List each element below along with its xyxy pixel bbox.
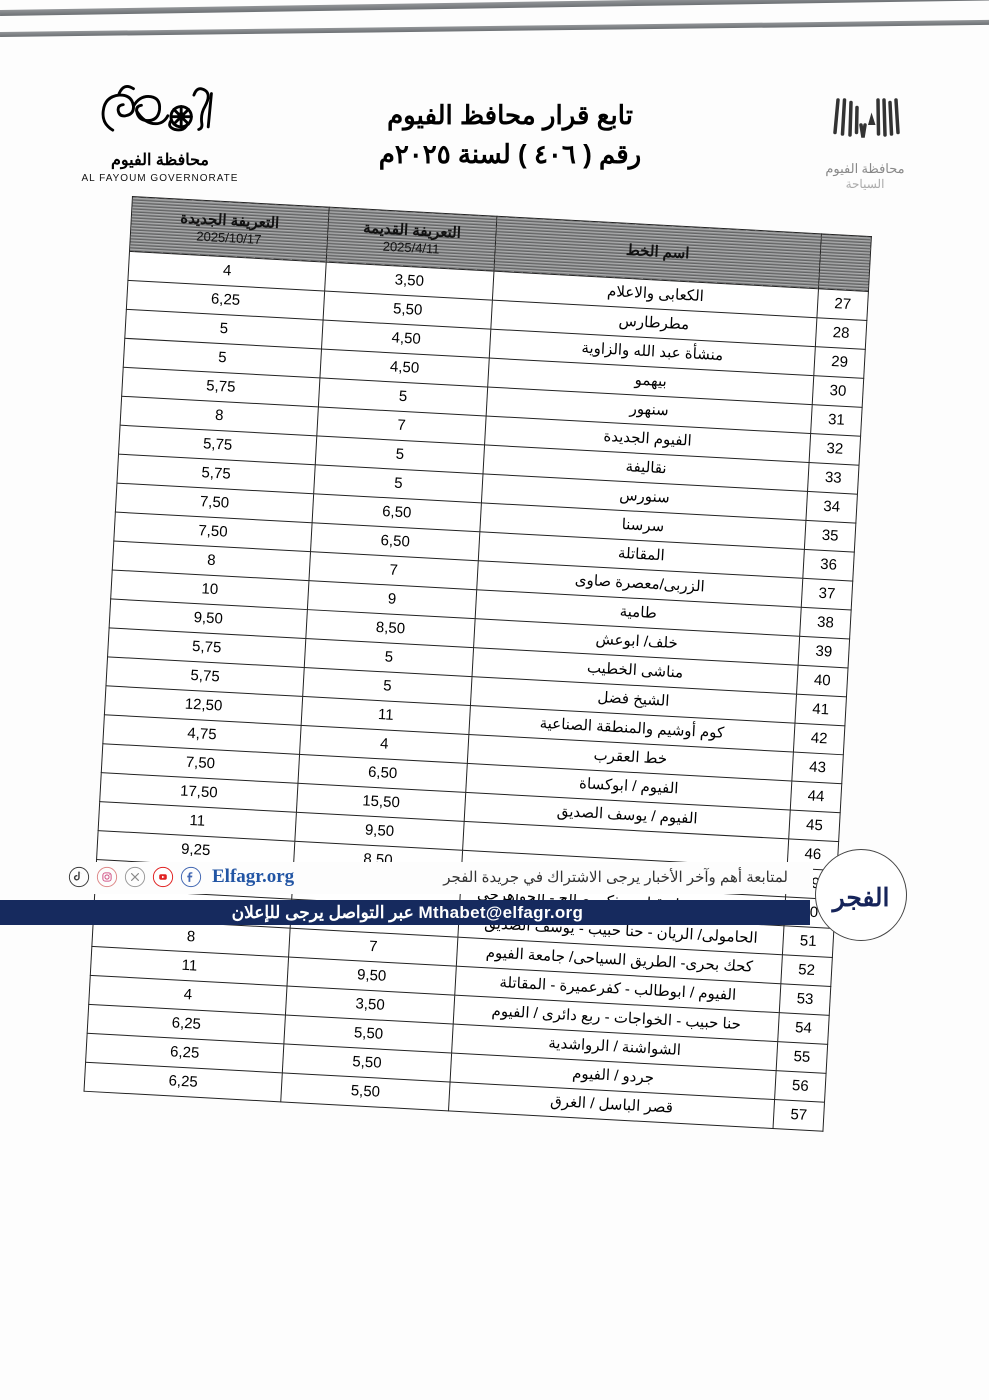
svg-text:الفجر: الفجر [831, 885, 890, 913]
